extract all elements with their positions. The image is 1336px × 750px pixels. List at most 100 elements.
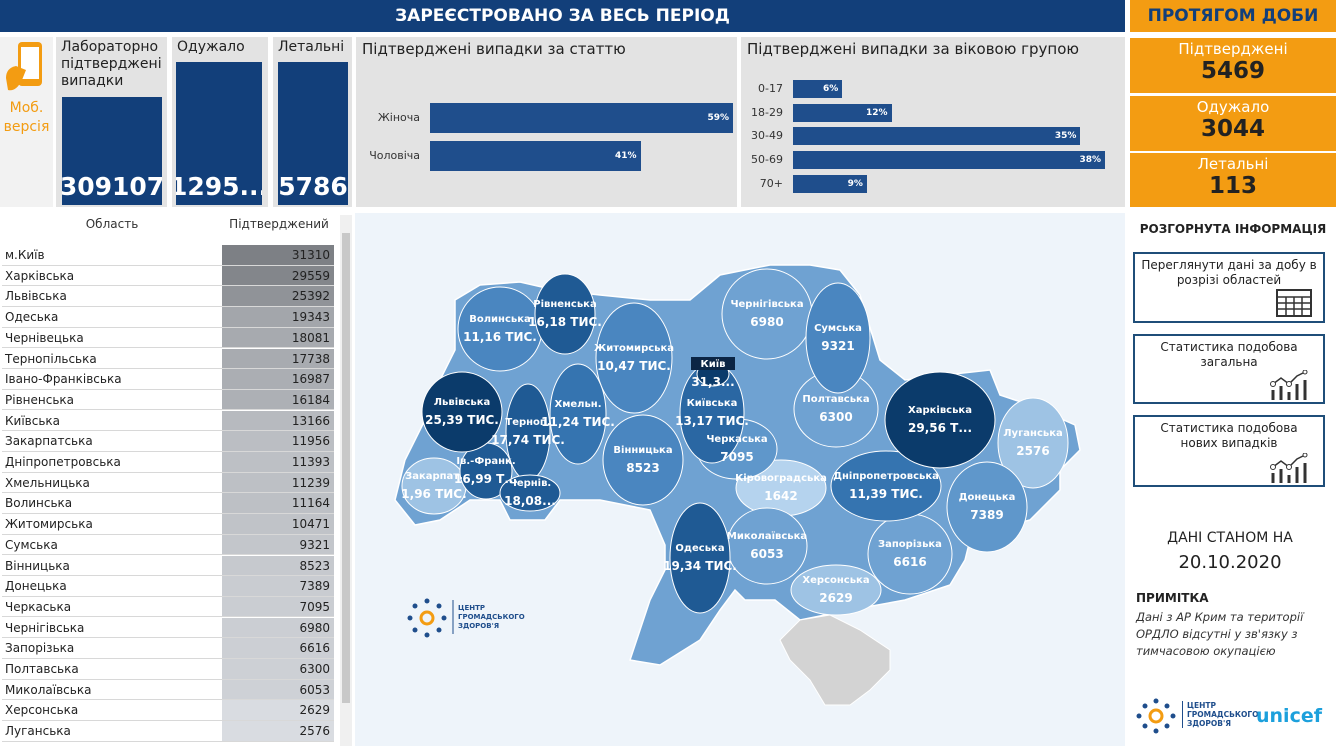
map: Луганська 2576 Кіровоградська 1642 Херсонськ… — [394, 264, 1081, 706]
daily-value: 113 — [1208, 173, 1257, 199]
region — [726, 507, 808, 585]
logo-ring — [419, 610, 435, 626]
daily-label: Одужало — [1196, 98, 1270, 116]
region-value: 19,34 ТИС. — [663, 559, 737, 573]
category-label: 0-17 — [758, 82, 783, 95]
region-name: Хмельн. — [554, 399, 601, 410]
region — [534, 273, 596, 355]
logo-dot — [407, 615, 413, 621]
scrollbar[interactable] — [340, 215, 352, 746]
kpi-label: Летальні — [278, 39, 345, 55]
region-name: Рівненська — [2, 390, 222, 411]
region-value: 9321 — [821, 339, 854, 353]
region-name: Волинська — [469, 314, 531, 325]
daily-card: Підтверджені 5469 — [1130, 38, 1336, 93]
region — [669, 502, 731, 614]
region-name: Луганська — [1003, 428, 1063, 439]
region-value: 18081 — [222, 327, 334, 349]
region-value: 10471 — [222, 514, 334, 535]
side-panel: РОЗГОРНУТА ІНФОРМАЦІЯ Переглянути дані з… — [1130, 215, 1336, 746]
region — [805, 282, 871, 394]
region-value: 29,56 Т... — [908, 421, 972, 435]
logo-text: ГРОМАДСЬКОГО — [458, 613, 525, 621]
map-panel: Луганська 2576 Кіровоградська 1642 Херсонськ… — [355, 213, 1125, 746]
region-name: Харківська — [2, 266, 222, 287]
region-name: Київська — [687, 397, 738, 409]
button[interactable]: Переглянути дані за добу в розрізі облас… — [1133, 252, 1325, 323]
region-name: Житомирська — [2, 514, 222, 535]
region-name: Житомирська — [594, 343, 674, 354]
region-name: Полтавська — [2, 659, 222, 680]
region-value: 10,47 ТИС. — [597, 359, 671, 373]
region-name: Запорізька — [2, 638, 222, 659]
region-value: 6616 — [893, 555, 926, 569]
region-value: 11,39 ТИС. — [849, 487, 923, 501]
region-value: 31310 — [222, 245, 334, 266]
region-value: 9321 — [222, 534, 334, 556]
region-name: Кіровоградська — [735, 473, 827, 484]
region-name: м.Київ — [2, 245, 222, 266]
region-value: 8523 — [626, 461, 659, 475]
region-value: 7389 — [970, 508, 1003, 522]
region — [867, 513, 953, 595]
column-header: Підтверджений — [229, 217, 329, 231]
value-label: 38% — [1079, 155, 1101, 165]
daily-value: 5469 — [1200, 58, 1265, 84]
value-label: 41% — [615, 151, 637, 161]
value-label: 9% — [847, 179, 863, 189]
logo-dot — [436, 603, 442, 609]
region-value: 16184 — [222, 389, 334, 411]
region-value: 2629 — [222, 700, 334, 721]
region-value: 6980 — [222, 617, 334, 639]
button-label: Статистика подобова загальна — [1160, 340, 1298, 369]
region — [549, 363, 607, 465]
region-name: Закарпат. — [405, 471, 463, 482]
daily-value: 3044 — [1200, 116, 1265, 142]
kpi-label: Лабораторно підтверджені випадки — [61, 39, 162, 89]
mobile-label: версія — [3, 119, 50, 135]
region — [884, 371, 996, 469]
region-name: Чернігівська — [730, 299, 803, 310]
region-name: Рівненська — [533, 299, 596, 310]
daily-card: Летальні 113 — [1130, 153, 1336, 207]
button[interactable]: Статистика подобова нових випадків — [1133, 415, 1325, 487]
logo-dot — [424, 632, 430, 638]
mobile-label: Моб. — [9, 100, 44, 116]
region-name: Тернопільська — [2, 349, 222, 370]
daily-label: Летальні — [1197, 155, 1269, 173]
region-name: Одеська — [675, 543, 724, 554]
button-label: Переглянути дані за добу в розрізі облас… — [1141, 258, 1317, 287]
mobile-link[interactable]: Моб. версія — [0, 37, 53, 207]
region-name: Ів.-Франк. — [456, 456, 515, 467]
region-value: 16,18 ТИС. — [528, 315, 602, 329]
region-name: Вінницька — [2, 556, 222, 577]
region — [457, 286, 543, 372]
logo-text: ГРОМАДСЬКОГО — [1187, 710, 1259, 719]
region — [595, 302, 673, 414]
region-value: 11393 — [222, 452, 334, 473]
region-value: 2629 — [819, 591, 852, 605]
region — [790, 564, 882, 616]
note: Дані з АР Крим та території ОРДЛО відсут… — [1136, 610, 1304, 658]
region-value: 11164 — [222, 493, 334, 514]
label-bg — [691, 357, 735, 370]
chart-title: Підтверджені випадки за статтю — [362, 40, 626, 58]
button[interactable]: Статистика подобова загальна — [1133, 334, 1325, 404]
region-value: 6616 — [222, 638, 334, 659]
region-name: Волинська — [2, 493, 222, 514]
region-value: 8523 — [222, 555, 334, 577]
region-name: Дніпропетровська — [833, 471, 939, 482]
region-name: Черкаська — [2, 597, 222, 618]
region-name: Сумська — [814, 323, 862, 334]
chart-title: Підтверджені випадки за віковою групою — [747, 40, 1080, 58]
region-name: Івано-Франківська — [2, 369, 222, 390]
partner-logo: unicef — [1256, 705, 1322, 727]
region-name: Львівська — [2, 286, 222, 307]
region-name: Закарпатська — [2, 431, 222, 452]
kpi-label: Одужало — [177, 39, 245, 55]
chart-icon — [1270, 370, 1308, 400]
region-value: 6053 — [750, 547, 783, 561]
mobile-icon — [6, 42, 42, 91]
chart-icon — [1270, 453, 1308, 483]
